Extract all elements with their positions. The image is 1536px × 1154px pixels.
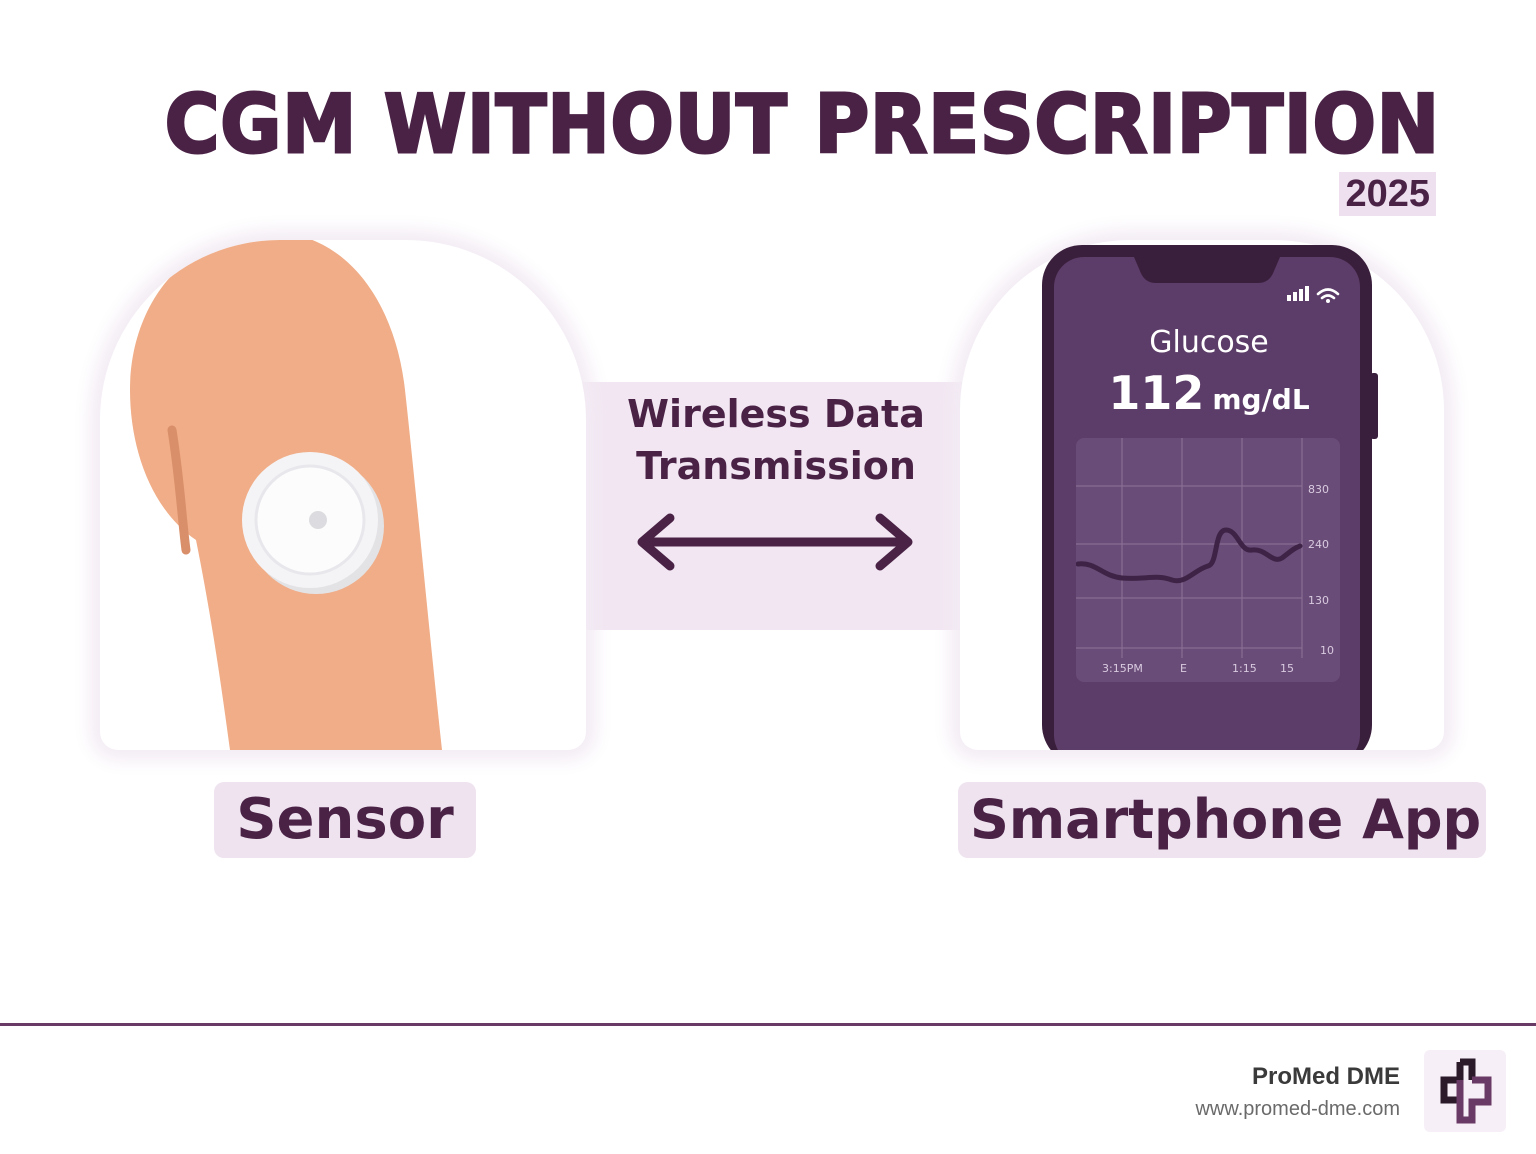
- glucose-unit: mg/dL: [1212, 383, 1310, 416]
- sensor-panel: [100, 240, 586, 750]
- arm-with-sensor-illustration: [130, 240, 442, 750]
- transmission-band: [560, 382, 990, 630]
- transmission-label: Wireless Data Transmission: [627, 392, 925, 488]
- glucose-trend-line: [1076, 527, 1303, 584]
- glucose-trend-chart: 830 240 130 10 3:15PM E 1:15 15: [1076, 438, 1340, 682]
- glucose-value: 112: [1108, 366, 1205, 420]
- promed-logo-icon: [1424, 1050, 1506, 1132]
- y-tick: 130: [1308, 594, 1329, 607]
- footer-divider: [0, 1023, 1536, 1026]
- smartphone-app-caption: Smartphone App: [958, 782, 1486, 858]
- signal-icon: [1287, 286, 1309, 301]
- x-tick: E: [1180, 662, 1187, 675]
- year-badge: 2025: [1339, 172, 1436, 216]
- y-tick: 10: [1320, 644, 1334, 657]
- brand-url: www.promed-dme.com: [1195, 1098, 1400, 1120]
- sensor-caption: Sensor: [214, 782, 476, 858]
- x-tick: 3:15PM: [1102, 662, 1143, 675]
- brand-name: ProMed DME: [1251, 1063, 1400, 1090]
- y-tick: 240: [1308, 538, 1329, 551]
- y-tick: 830: [1308, 483, 1329, 496]
- glucose-reading: 112 mg/dL: [1066, 366, 1352, 420]
- x-tick: 1:15: [1232, 662, 1257, 675]
- page-title: CGM WITHOUT PRESCRIPTION: [163, 77, 1440, 173]
- glucose-label: Glucose: [1149, 325, 1269, 360]
- wifi-icon: [1316, 288, 1340, 300]
- x-tick: 15: [1280, 662, 1294, 675]
- bidirectional-arrow-icon: [637, 513, 913, 571]
